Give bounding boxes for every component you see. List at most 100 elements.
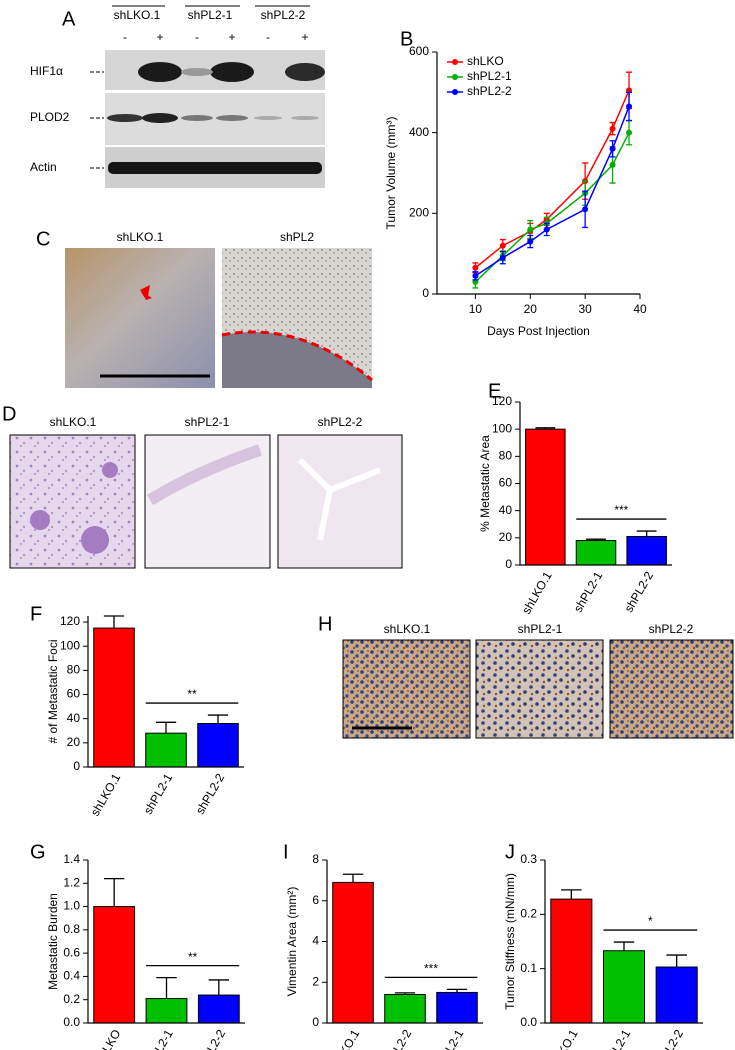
bar xyxy=(332,881,374,1024)
point xyxy=(527,238,534,245)
y-tick-label: 40 xyxy=(499,503,513,517)
y-tick-label: 60 xyxy=(67,687,81,701)
panel-letter: G xyxy=(30,841,46,863)
legend-marker xyxy=(452,89,458,95)
bar xyxy=(197,994,240,1024)
y-tick-label: 0.8 xyxy=(63,922,80,936)
y-tick-label: 1.4 xyxy=(63,852,80,866)
x-tick-label: shPL2-2 xyxy=(380,1027,415,1050)
y-axis-label: Tumor Volume (mm³) xyxy=(384,117,398,230)
image-label: shPL2 xyxy=(280,230,314,244)
image-label: shPL2-2 xyxy=(318,415,363,429)
y-tick-label: 2 xyxy=(312,974,319,988)
x-tick-label: shPL2-2 xyxy=(193,771,228,817)
panel-letter: B xyxy=(400,28,413,50)
y-tick-label: 0.1 xyxy=(520,961,537,975)
error-bar xyxy=(207,714,229,724)
panel-letter: A xyxy=(62,8,76,30)
treatment-label: - xyxy=(123,30,127,44)
x-tick-label: shLKO.1 xyxy=(545,1027,581,1050)
point xyxy=(582,206,589,213)
x-tick-label: shPL2-2 xyxy=(622,569,657,615)
x-tick-label: 40 xyxy=(633,302,647,316)
lane-label: shPL2-2 xyxy=(261,8,306,22)
image-label: shLKO.1 xyxy=(384,622,431,636)
y-tick-label: 80 xyxy=(67,663,81,677)
image-label: shLKO.1 xyxy=(50,415,97,429)
point xyxy=(626,129,633,136)
y-tick-label: 0.2 xyxy=(520,907,537,921)
panel-letter: H xyxy=(318,613,332,635)
protein-label: PLOD2 xyxy=(30,110,70,124)
point xyxy=(499,242,506,249)
error-bar xyxy=(155,721,177,734)
bar xyxy=(384,993,426,1024)
y-tick-label: 0.0 xyxy=(63,1015,80,1029)
series-line xyxy=(474,106,630,277)
error-bar xyxy=(613,941,635,951)
protein-label: Actin xyxy=(30,160,57,174)
bar xyxy=(655,966,698,1024)
y-axis-label: # of Metastatic Foci xyxy=(46,639,60,743)
bar xyxy=(626,535,667,566)
y-tick-label: 6 xyxy=(312,893,319,907)
image-label: shLKO.1 xyxy=(117,230,164,244)
y-tick-label: 40 xyxy=(67,711,81,725)
y-tick-label: 200 xyxy=(409,206,429,220)
y-tick-label: 120 xyxy=(60,614,80,628)
y-tick-label: 0 xyxy=(422,286,429,300)
y-tick-label: 100 xyxy=(60,638,80,652)
y-tick-label: 8 xyxy=(312,852,319,866)
significance-stars: ** xyxy=(187,687,197,701)
x-tick-label: 10 xyxy=(469,302,483,316)
protein-label: HIF1α xyxy=(30,64,63,78)
treatment-label: - xyxy=(195,30,199,44)
x-tick-label: shLKO.1 xyxy=(327,1027,363,1050)
panel-letter: C xyxy=(36,228,50,250)
error-bar xyxy=(446,988,468,993)
x-tick-label: shLKO xyxy=(93,1027,123,1050)
y-tick-label: 0 xyxy=(505,557,512,571)
x-tick-label: shPL2-1 xyxy=(141,1027,176,1050)
error-bar xyxy=(156,976,177,999)
bar xyxy=(436,991,478,1024)
x-axis-label: Days Post Injection xyxy=(487,324,590,338)
y-tick-label: 4 xyxy=(312,934,319,948)
y-axis-label: Metastatic Burden xyxy=(46,893,60,990)
x-tick-label: shPL2-1 xyxy=(432,1027,467,1050)
significance-stars: * xyxy=(648,914,653,928)
blot xyxy=(90,5,325,188)
x-tick-label: shPL2-1 xyxy=(141,771,176,817)
image-label: shPL2-1 xyxy=(185,415,230,429)
y-tick-label: 0.0 xyxy=(520,1015,537,1029)
point xyxy=(609,125,616,132)
treatment-label: + xyxy=(156,30,163,44)
point xyxy=(543,226,550,233)
bar xyxy=(93,627,135,768)
error-bar xyxy=(666,954,687,968)
bar xyxy=(145,732,187,768)
panel-letter: E xyxy=(488,380,501,402)
error-bar xyxy=(103,615,125,629)
micrograph xyxy=(9,434,403,569)
lane-label: shLKO.1 xyxy=(114,8,161,22)
legend-marker xyxy=(452,59,458,65)
point xyxy=(626,103,633,110)
bar xyxy=(550,898,593,1024)
y-tick-label: 0.2 xyxy=(63,992,80,1006)
y-tick-label: 600 xyxy=(409,44,429,58)
x-tick-label: shLKO.1 xyxy=(88,771,124,819)
series-line xyxy=(474,132,630,283)
panel-letter: J xyxy=(505,841,515,863)
bar xyxy=(575,540,617,566)
x-tick-label: shPL2-1 xyxy=(599,1027,634,1050)
treatment-label: - xyxy=(266,30,270,44)
y-tick-label: 20 xyxy=(67,735,81,749)
image-label: shPL2-1 xyxy=(518,622,563,636)
y-tick-label: 20 xyxy=(499,530,513,544)
error-bar xyxy=(636,530,657,537)
legend-label: shPL2-2 xyxy=(467,84,512,98)
legend-label: shPL2-1 xyxy=(467,69,512,83)
y-tick-label: 80 xyxy=(499,449,513,463)
